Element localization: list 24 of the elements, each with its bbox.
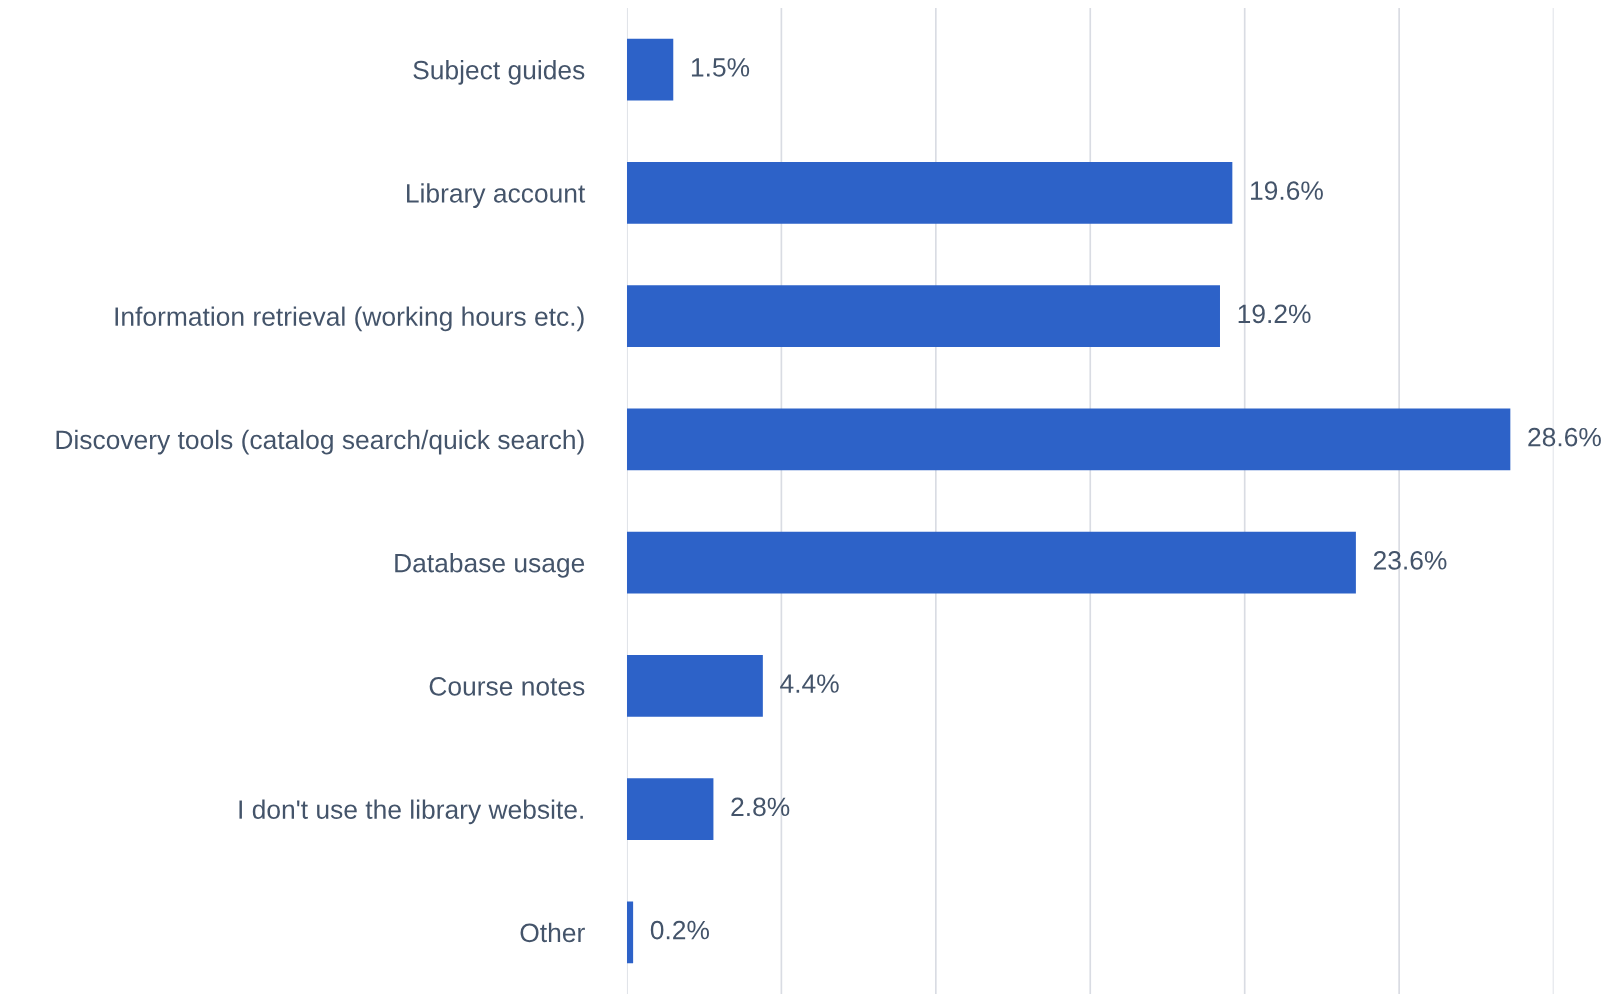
data-label: 19.2% [1238, 304, 1311, 324]
y-tick-label: Library account [407, 183, 586, 208]
data-label: 0.2% [650, 920, 709, 940]
data-label: 19.6% [1251, 181, 1323, 200]
y-tick-label: Database usage [395, 553, 585, 578]
y-tick-label: Information retrieval (working hours etc.) [115, 306, 584, 332]
data-label: 2.8% [731, 797, 790, 817]
y-tick-label: I don't use the library website. [239, 799, 583, 825]
data-label: 1.5% [691, 58, 750, 77]
y-tick-label: Discovery tools (catalog search/quick search) [56, 429, 584, 455]
bar [626, 531, 1356, 594]
bar [626, 162, 1233, 224]
y-tick-label: Subject guides [413, 60, 585, 85]
data-label: 4.4% [780, 674, 839, 693]
bar [626, 901, 634, 964]
bar [626, 285, 1220, 347]
y-tick-label: Course notes [429, 677, 585, 696]
bar [626, 38, 674, 101]
bar [626, 778, 714, 840]
y-tick-label: Other [520, 922, 585, 943]
data-label: 28.6% [1528, 427, 1601, 447]
bar [626, 408, 1511, 471]
bar [626, 655, 763, 717]
data-label: 23.6% [1373, 551, 1447, 570]
